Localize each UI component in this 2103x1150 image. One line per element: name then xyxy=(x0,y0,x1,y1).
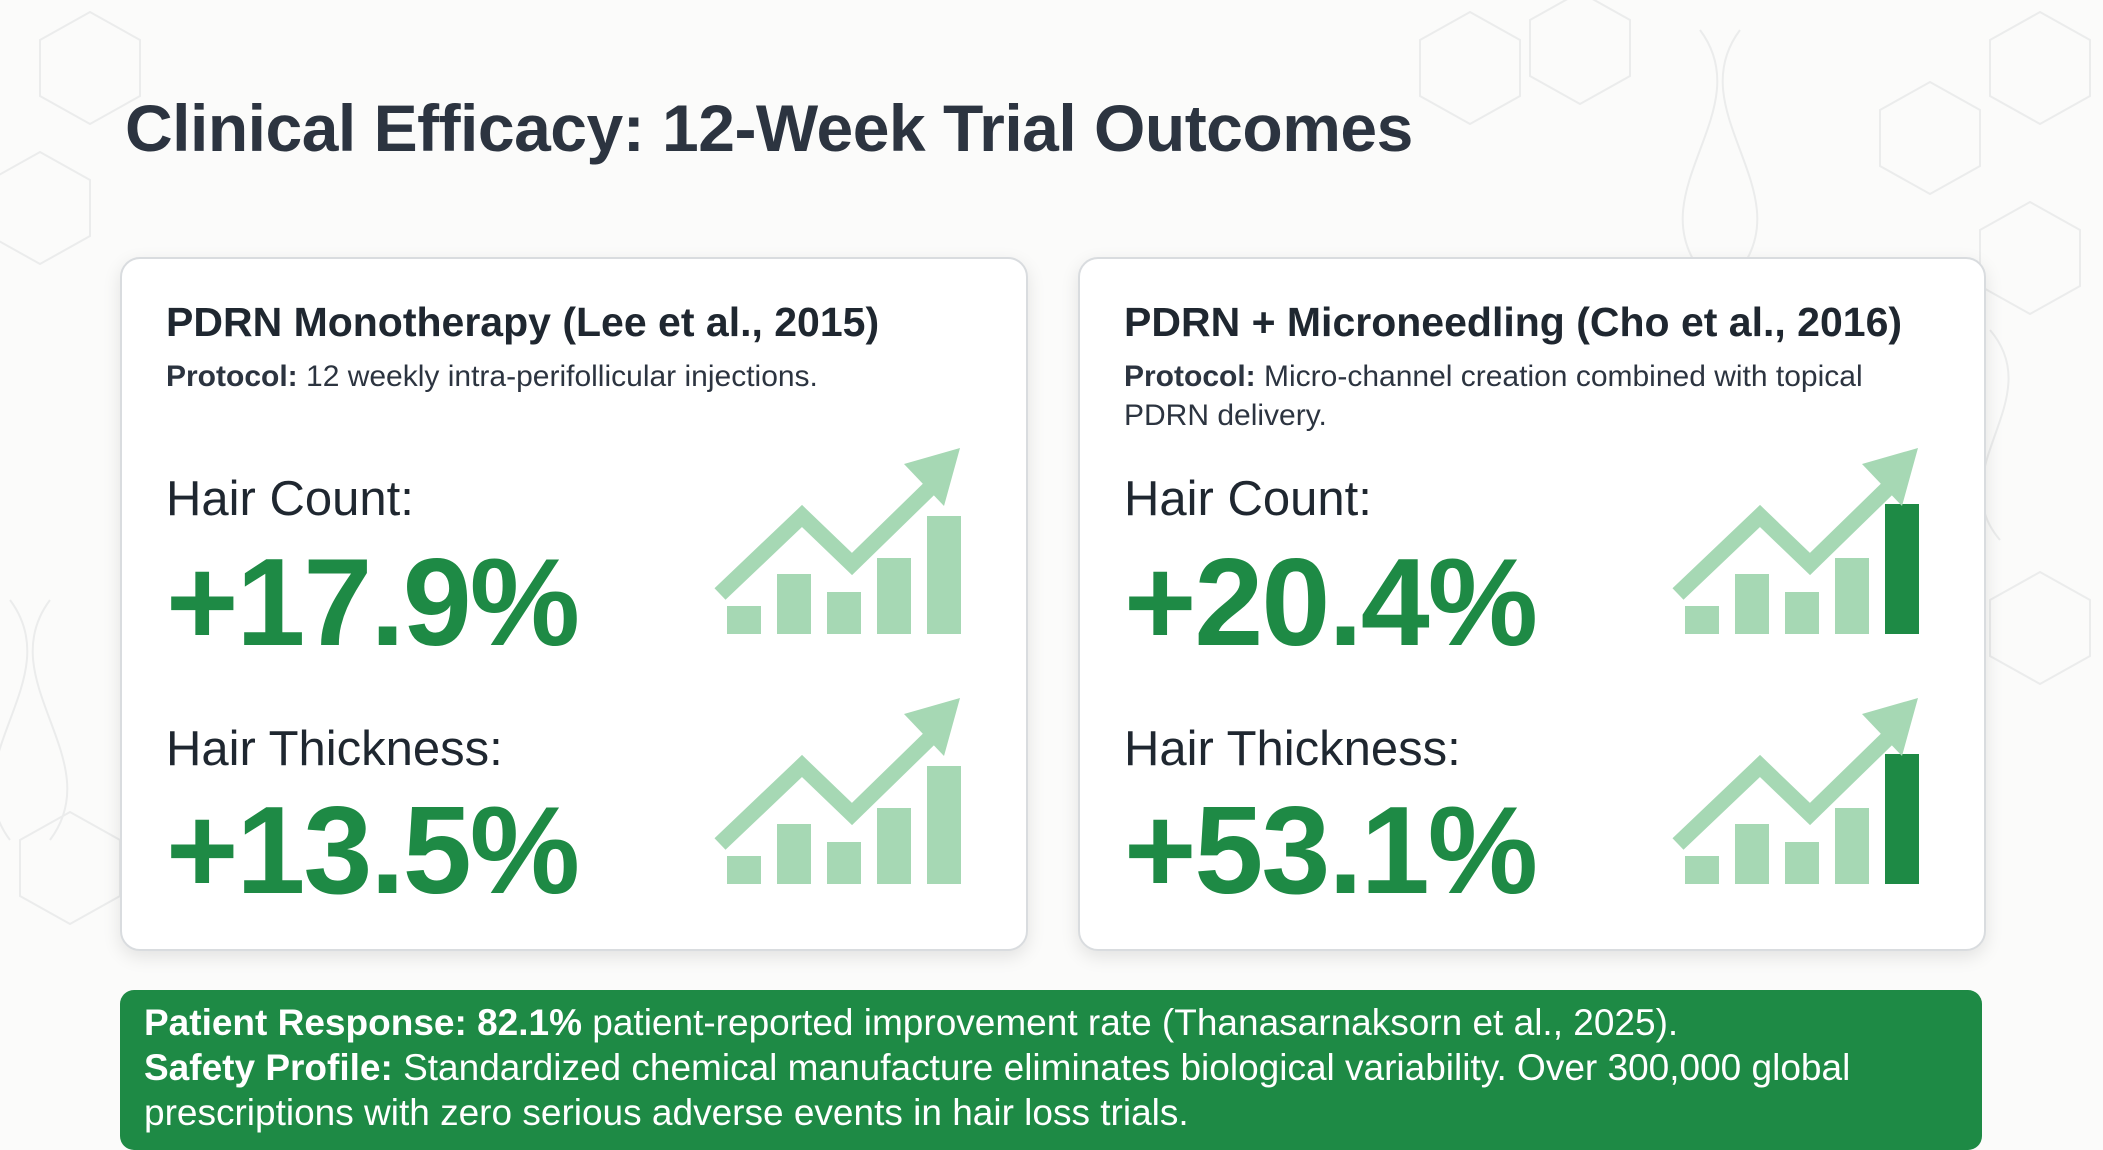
protocol-label: Protocol: xyxy=(1124,360,1256,393)
page-title: Clinical Efficacy: 12-Week Trial Outcome… xyxy=(125,91,1413,165)
study-card-monotherapy: PDRN Monotherapy (Lee et al., 2015) Prot… xyxy=(120,257,1028,951)
safety-profile-text: Standardized chemical manufacture elimin… xyxy=(144,1047,1851,1133)
patient-response-line: Patient Response: 82.1% patient-reported… xyxy=(144,1000,1958,1045)
protocol-description: 12 weekly intra-perifollicular injection… xyxy=(297,360,818,393)
protocol-description: Micro-channel creation combined with top… xyxy=(1124,360,1863,432)
growth-chart-icon xyxy=(1672,448,1919,634)
growth-chart-icon xyxy=(714,448,961,634)
growth-chart-icon xyxy=(714,698,961,884)
metric-value-hair-thickness: +53.1% xyxy=(1124,782,1538,920)
protocol-text: Protocol: 12 weekly intra-perifollicular… xyxy=(166,357,986,396)
growth-chart-icon xyxy=(1672,698,1919,884)
summary-callout: Patient Response: 82.1% patient-reported… xyxy=(120,990,1982,1150)
patient-response-label: Patient Response: 82.1% xyxy=(144,1002,582,1043)
study-card-microneedling: PDRN + Microneedling (Cho et al., 2016) … xyxy=(1078,257,1986,951)
safety-profile-line: Safety Profile: Standardized chemical ma… xyxy=(144,1045,1958,1135)
metric-value-hair-count: +20.4% xyxy=(1124,534,1538,672)
metric-value-hair-count: +17.9% xyxy=(166,534,580,672)
protocol-text: Protocol: Micro-channel creation combine… xyxy=(1124,357,1944,435)
metric-value-hair-thickness: +13.5% xyxy=(166,782,580,920)
patient-response-text: patient-reported improvement rate (Thana… xyxy=(581,1002,1679,1043)
card-title: PDRN + Microneedling (Cho et al., 2016) xyxy=(1124,299,1903,345)
card-title: PDRN Monotherapy (Lee et al., 2015) xyxy=(166,299,880,345)
metric-label-hair-thickness: Hair Thickness: xyxy=(1124,722,1461,776)
metric-label-hair-count: Hair Count: xyxy=(166,472,414,526)
metric-label-hair-thickness: Hair Thickness: xyxy=(166,722,503,776)
safety-profile-label: Safety Profile: xyxy=(144,1047,393,1088)
metric-label-hair-count: Hair Count: xyxy=(1124,472,1372,526)
protocol-label: Protocol: xyxy=(166,360,298,393)
